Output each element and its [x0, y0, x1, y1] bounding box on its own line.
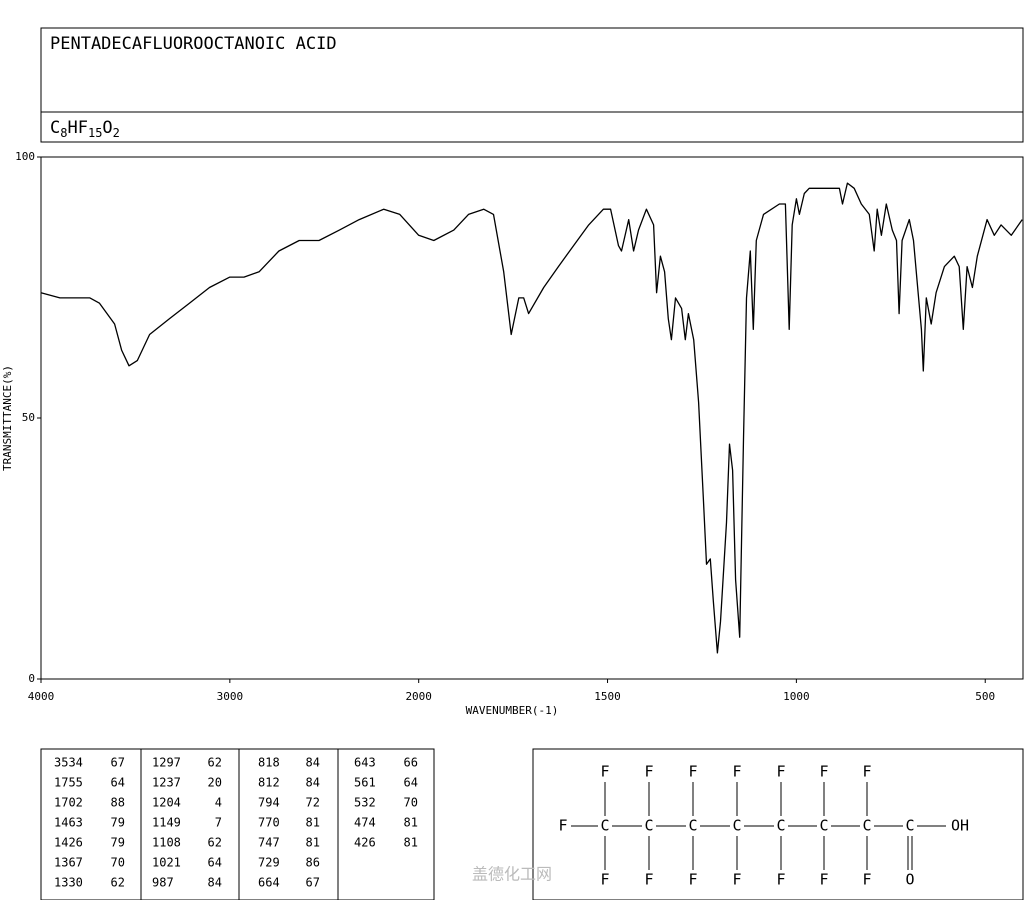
atom: F: [732, 871, 741, 889]
peak-intensity: 70: [404, 796, 418, 810]
peak-intensity: 79: [111, 816, 125, 830]
atom: C: [776, 817, 785, 835]
atom: F: [819, 763, 828, 781]
peak-wavenumber: 1237: [152, 776, 181, 790]
atom: F: [600, 871, 609, 889]
peak-wavenumber: 1108: [152, 836, 181, 850]
x-tick-label: 2000: [405, 690, 432, 703]
peak-wavenumber: 426: [354, 836, 376, 850]
peak-wavenumber: 987: [152, 876, 174, 890]
peak-wavenumber: 770: [258, 816, 280, 830]
atom: F: [862, 763, 871, 781]
peak-intensity: 81: [306, 836, 320, 850]
peak-intensity: 62: [208, 756, 222, 770]
atom: F: [644, 871, 653, 889]
peak-intensity: 84: [208, 876, 222, 890]
atom: O: [905, 871, 914, 889]
peak-wavenumber: 1426: [54, 836, 83, 850]
peak-wavenumber: 1463: [54, 816, 83, 830]
x-tick-label: 3000: [217, 690, 244, 703]
peak-wavenumber: 1021: [152, 856, 181, 870]
atom: F: [732, 763, 741, 781]
peak-intensity: 70: [111, 856, 125, 870]
spectrum-line: [40, 182, 1023, 654]
atom: F: [688, 871, 697, 889]
peak-intensity: 64: [404, 776, 418, 790]
peak-wavenumber: 1204: [152, 796, 181, 810]
peak-intensity: 86: [306, 856, 320, 870]
peak-intensity: 62: [208, 836, 222, 850]
peak-intensity: 7: [215, 816, 222, 830]
atom: OH: [951, 817, 969, 835]
peak-intensity: 81: [404, 836, 418, 850]
atom: F: [862, 871, 871, 889]
peak-intensity: 4: [215, 796, 222, 810]
peak-wavenumber: 794: [258, 796, 280, 810]
atom: F: [688, 763, 697, 781]
peak-wavenumber: 1702: [54, 796, 83, 810]
peak-intensity: 67: [111, 756, 125, 770]
x-tick-label: 500: [975, 690, 995, 703]
y-axis-label: TRANSMITTANCE(%): [1, 365, 14, 471]
peak-intensity: 64: [208, 856, 222, 870]
chart-title: PENTADECAFLUOROOCTANOIC ACID: [50, 34, 337, 54]
atom: F: [600, 763, 609, 781]
x-axis-label: WAVENUMBER(-1): [466, 704, 559, 717]
atom: F: [558, 817, 567, 835]
peak-intensity: 81: [306, 816, 320, 830]
watermark: 盖德化工网: [472, 865, 552, 884]
atom: C: [905, 817, 914, 835]
peak-wavenumber: 474: [354, 816, 376, 830]
atom: F: [819, 871, 828, 889]
x-tick-label: 1500: [594, 690, 621, 703]
peak-intensity: 79: [111, 836, 125, 850]
peak-intensity: 84: [306, 756, 320, 770]
peak-wavenumber: 561: [354, 776, 376, 790]
peak-wavenumber: 3534: [54, 756, 83, 770]
formula: C8HF15O2: [50, 118, 120, 140]
y-tick-label: 50: [22, 411, 35, 424]
peak-wavenumber: 729: [258, 856, 280, 870]
peak-intensity: 66: [404, 756, 418, 770]
peak-wavenumber: 1755: [54, 776, 83, 790]
peak-wavenumber: 747: [258, 836, 280, 850]
atom: C: [688, 817, 697, 835]
peak-intensity: 88: [111, 796, 125, 810]
peak-wavenumber: 1149: [152, 816, 181, 830]
atom: C: [819, 817, 828, 835]
peak-intensity: 84: [306, 776, 320, 790]
atom: F: [776, 763, 785, 781]
peak-intensity: 67: [306, 876, 320, 890]
peak-wavenumber: 818: [258, 756, 280, 770]
atom: F: [776, 871, 785, 889]
atom: C: [600, 817, 609, 835]
atom: F: [644, 763, 653, 781]
formula-box: [40, 111, 1024, 143]
atom: C: [862, 817, 871, 835]
peak-wavenumber: 1330: [54, 876, 83, 890]
peak-intensity: 81: [404, 816, 418, 830]
peak-intensity: 20: [208, 776, 222, 790]
peak-wavenumber: 1367: [54, 856, 83, 870]
y-tick-label: 100: [15, 150, 35, 163]
peak-wavenumber: 643: [354, 756, 376, 770]
peak-intensity: 62: [111, 876, 125, 890]
atom: C: [644, 817, 653, 835]
y-tick-label: 0: [28, 672, 35, 685]
atom: C: [732, 817, 741, 835]
peak-wavenumber: 812: [258, 776, 280, 790]
peak-wavenumber: 1297: [152, 756, 181, 770]
x-tick-label: 1000: [783, 690, 810, 703]
peak-intensity: 72: [306, 796, 320, 810]
peak-wavenumber: 664: [258, 876, 280, 890]
peak-intensity: 64: [111, 776, 125, 790]
x-tick-label: 4000: [28, 690, 55, 703]
peak-wavenumber: 532: [354, 796, 376, 810]
